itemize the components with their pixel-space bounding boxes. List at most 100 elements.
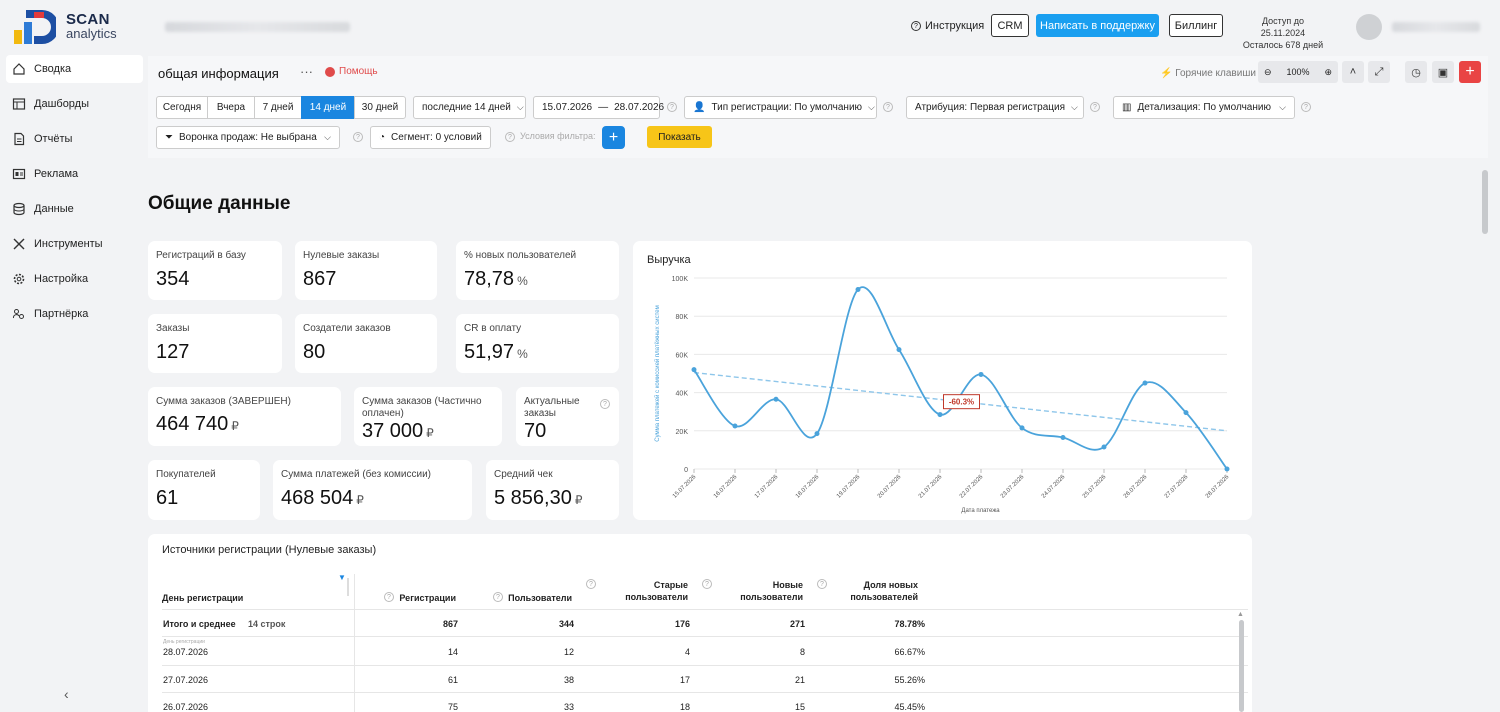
collapse-sidebar-button[interactable]: ‹ [64,686,69,702]
sidebar-item-ads[interactable]: Реклама [6,160,143,188]
kpi-unit: % [517,347,528,361]
sidebar-item-tools[interactable]: Инструменты [6,230,143,258]
x-axis-label: Дата платежа [961,508,1000,514]
help-circle-icon[interactable]: ? [384,592,394,602]
sort-indicator-icon[interactable]: ▼ [338,573,346,582]
fullscreen-button[interactable]: ⤢ [1368,61,1390,83]
kpi-value: 354 [156,268,189,291]
help-circle-icon[interactable]: ? [586,579,596,589]
segment-button[interactable]: ◔ Сегмент: 0 условий [370,126,491,149]
kpi-number: 70 [524,420,547,442]
zoom-out-icon[interactable]: ⊖ [1264,66,1272,77]
scroll-up-icon[interactable]: ▲ [1237,611,1244,618]
data-point [732,423,738,429]
period-today[interactable]: Сегодня [156,96,208,119]
history-button[interactable]: ◷ [1405,61,1427,83]
header-registrations[interactable]: Регистрации [399,593,456,603]
sidebar-item-partners[interactable]: Партнёрка [6,300,143,328]
sales-funnel-select[interactable]: ⏷ Воронка продаж: Не выбрана ⌵ [156,126,340,149]
sidebar-item-summary[interactable]: Сводка [6,55,143,83]
x-tick-label: 28.07.2026 [1205,474,1231,500]
sidebar-item-dashboards[interactable]: Дашборды [6,90,143,118]
kpi-unit: ₽ [574,493,583,507]
data-point [1224,466,1230,472]
hotkeys-label: Горячие клавиши [1175,68,1256,79]
help-circle-icon[interactable]: ? [1090,102,1100,112]
registration-sources-table: Источники регистрации (Нулевые заказы) ▼… [148,534,1252,712]
row-sublabel: День регистрации [163,639,205,645]
show-button[interactable]: Показать [647,126,712,148]
help-circle-icon[interactable]: ? [505,132,515,142]
hotkeys-link[interactable]: ⚡ Горячие клавиши [1160,68,1256,79]
header-new-users[interactable]: Новые пользователи [693,579,803,603]
sidebar-item-reports[interactable]: Отчёты [6,125,143,153]
collapse-up-button[interactable]: ˄ [1342,61,1364,83]
add-widget-button[interactable]: + [1459,61,1481,83]
header-users[interactable]: Пользователи [508,593,572,603]
data-point [773,396,779,402]
kpi-value: 468 504 ₽ [281,487,364,510]
zoom-in-icon[interactable]: ⊕ [1324,66,1332,77]
help-link[interactable]: Помощь [325,66,378,77]
detail-select[interactable]: ▥ Детализация: По умолчанию ⌵ [1113,96,1295,119]
table-scrollbar[interactable] [1239,620,1244,712]
help-circle-icon[interactable]: ? [1301,102,1311,112]
x-tick-label: 18.07.2026 [795,474,821,500]
help-circle-icon[interactable]: ? [600,399,610,409]
sidebar-item-settings[interactable]: Настройка [6,265,143,293]
kpi-card: Средний чек 5 856,30 ₽ [486,460,619,520]
kpi-number: 867 [303,268,337,290]
sidebar-item-data[interactable]: Данные [6,195,143,223]
brand-logo[interactable]: SCAN analytics [12,8,122,46]
add-filter-button[interactable]: + [602,126,625,149]
period-14-days[interactable]: 14 дней [301,96,355,119]
access-until: Доступ до 25.11.2024 [1260,16,1306,38]
date-separator: — [598,102,609,113]
column-resize-handle[interactable] [347,578,349,596]
page-scrollbar[interactable] [1482,170,1488,234]
y-tick-label: 40K [676,391,689,398]
total-registrations: 867 [442,619,458,629]
attribution-select[interactable]: Атрибуция: Первая регистрация ⌵ [906,96,1084,119]
kpi-number: 51,97 [464,341,515,363]
revenue-chart-card: Выручка 0 20K 40K 60K 80K 100K 15.07.2026 16.07… [633,241,1252,520]
save-button[interactable]: ▣ [1432,61,1454,83]
period-7-days[interactable]: 7 дней [254,96,302,119]
support-button[interactable]: Написать в поддержку [1036,14,1159,37]
crm-button[interactable]: CRM [991,14,1029,37]
row-divider [162,665,1248,666]
y-axis-label: Сумма платежей с комиссией платёжных сис… [654,305,661,442]
date-range-input[interactable]: 15.07.2026 — 28.07.2026 [533,96,664,119]
header-old-users-label: Старые пользователи [625,580,688,602]
instruction-link[interactable]: ? Инструкция [911,20,984,32]
help-circle-icon[interactable]: ? [667,102,677,112]
header-new-share[interactable]: Доля новых пользователей [808,579,918,603]
kpi-card: Актуальные заказы ? 70 [516,387,619,446]
kpi-value: 61 [156,487,178,510]
help-circle-icon[interactable]: ? [353,132,363,142]
help-circle-icon[interactable]: ? [493,592,503,602]
registration-type-select[interactable]: 👤 Тип регистрации: По умолчанию ⌵ [684,96,877,119]
kpi-number: 127 [156,341,190,363]
help-circle-icon[interactable]: ? [702,579,712,589]
kpi-label: Покупателей [156,469,216,480]
range-select[interactable]: последние 14 дней ⌵ [413,96,526,119]
avatar[interactable] [1356,14,1382,40]
row-new-users: 15 [794,702,805,712]
kpi-label: Заказы [156,323,190,334]
help-circle-icon[interactable]: ? [883,102,893,112]
help-circle-icon[interactable]: ? [817,579,827,589]
more-menu-button[interactable]: ··· [300,64,313,79]
sidebar: Сводка Дашборды Отчёты Реклама Данные Ин… [0,54,145,712]
kpi-label: Актуальные заказы [524,396,580,419]
header-old-users[interactable]: Старые пользователи [578,579,688,603]
total-new-share: 78.78% [894,619,925,629]
period-yesterday[interactable]: Вчера [207,96,255,119]
trend-badge-label: -60.3% [949,398,974,407]
total-new-users: 271 [789,619,805,629]
period-30-days[interactable]: 30 дней [354,96,406,119]
help-circle-icon: ? [911,21,921,31]
header-day[interactable]: День регистрации [162,593,244,603]
series-line [693,286,1228,470]
billing-button[interactable]: Биллинг [1169,14,1223,37]
